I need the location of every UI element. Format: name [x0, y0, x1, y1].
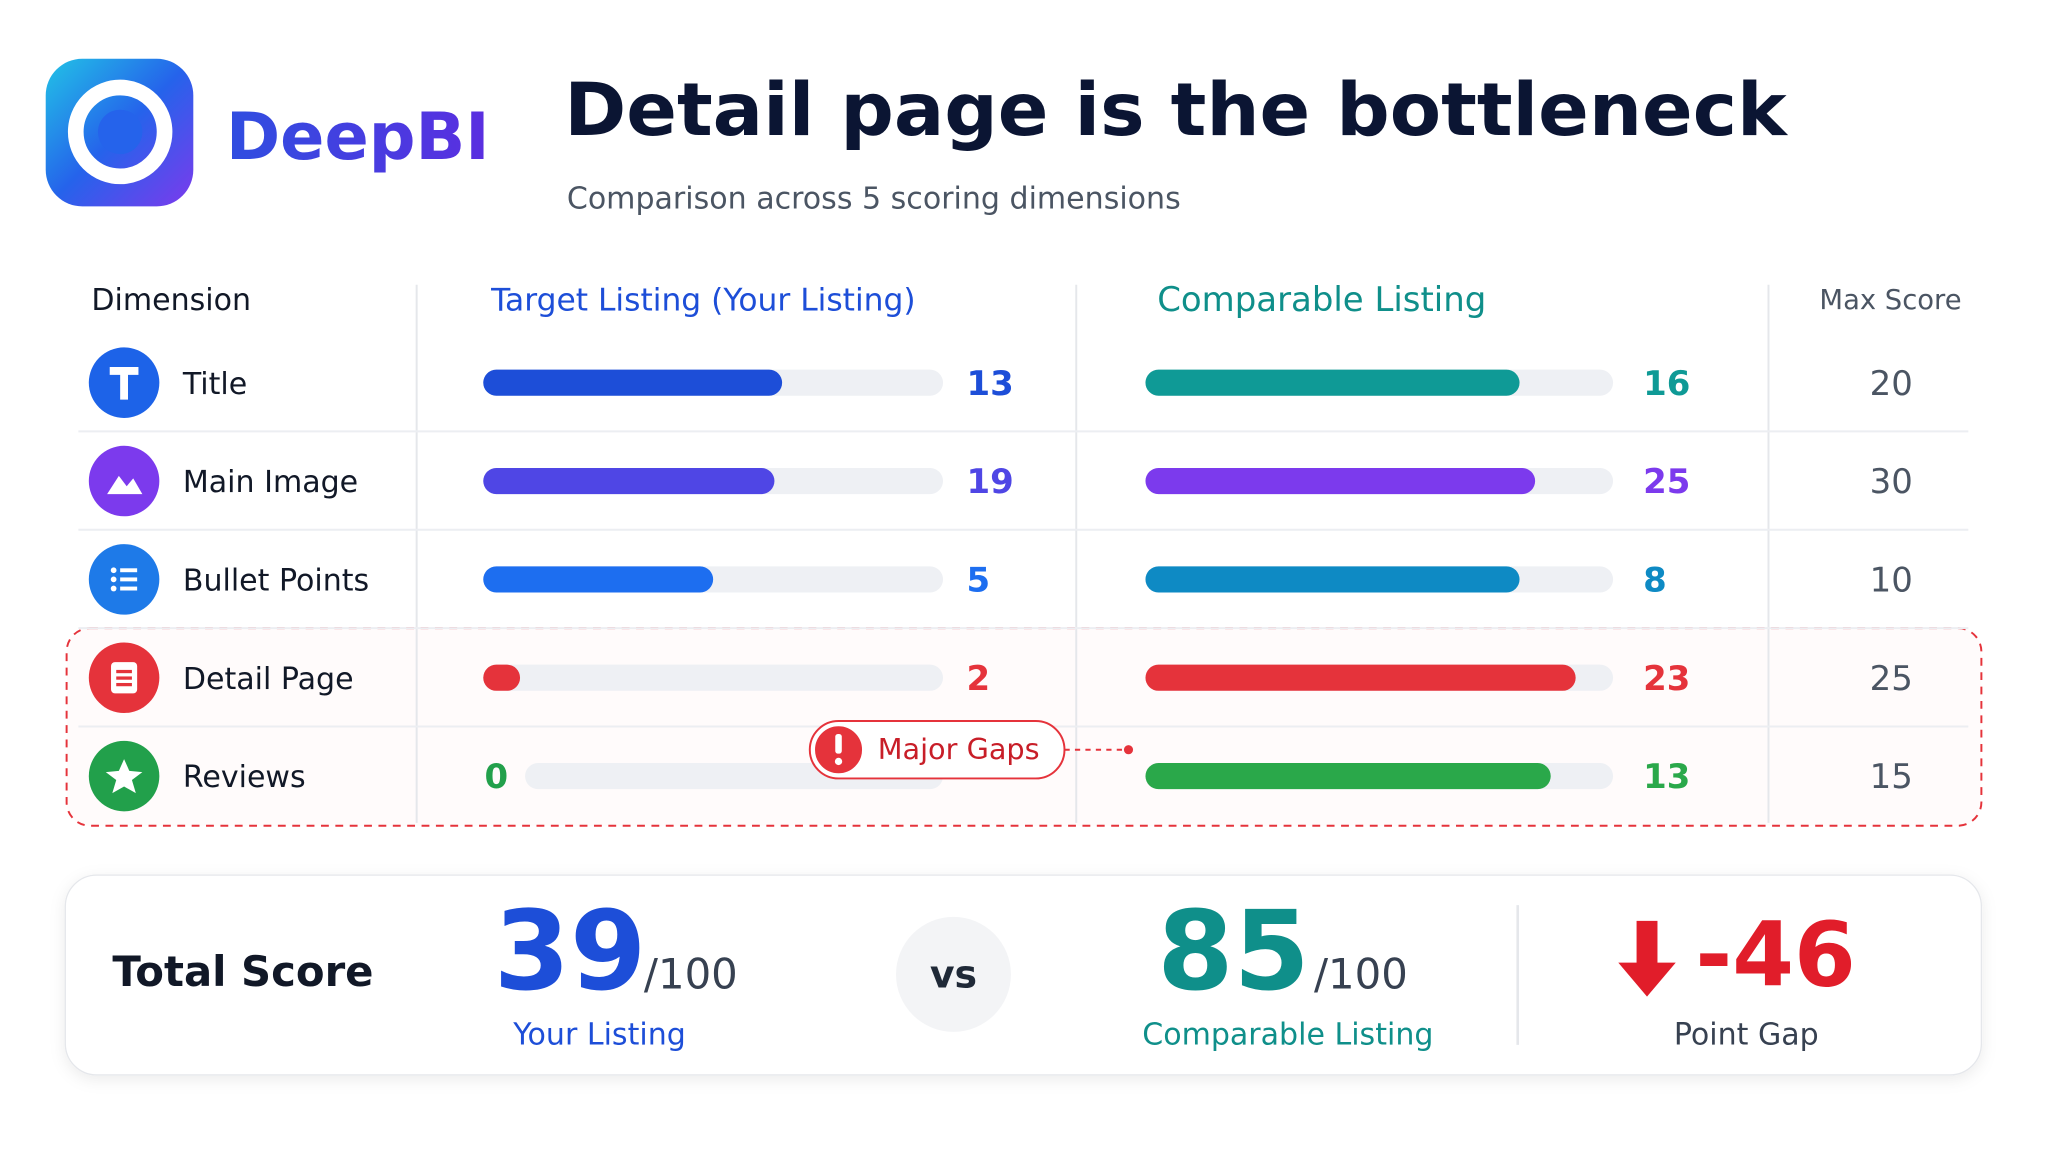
row-icon	[88, 445, 160, 517]
denominator: /100	[1314, 949, 1408, 998]
target-bar	[483, 664, 521, 691]
target-value: 13	[967, 364, 1014, 404]
icon-glyph	[116, 676, 132, 680]
total-comparable: 85	[1157, 887, 1310, 1015]
comparable-bar	[1145, 467, 1536, 495]
max-value: 15	[1870, 757, 1913, 797]
target-bar	[483, 566, 714, 593]
gap: -46	[1695, 904, 1855, 1007]
target-value: 5	[967, 561, 991, 601]
icon-glyph	[109, 367, 139, 400]
comparable-value: 23	[1643, 659, 1690, 699]
target-value: 2	[967, 659, 991, 699]
max-value: 25	[1870, 659, 1913, 699]
comparable-value: 25	[1643, 462, 1690, 502]
comparable-bar	[1145, 369, 1520, 396]
total-target-label: Your Listing	[512, 1017, 686, 1052]
comparable-bar	[1145, 763, 1551, 790]
icon-glyph	[107, 475, 143, 495]
max-value: 30	[1870, 462, 1913, 502]
column-header: Max Score	[1819, 285, 1961, 316]
callout-pill	[808, 720, 1066, 780]
comparable-bar	[1145, 566, 1520, 593]
bar-track	[483, 664, 944, 691]
table: Dimension Target Listing (Your Listing) Co…	[65, 280, 1983, 827]
title: Detail page is the bottleneck	[564, 68, 1789, 153]
max-value: 10	[1870, 561, 1913, 601]
icon-glyph	[110, 585, 117, 592]
icon-glyph	[120, 577, 138, 582]
column-header: Dimension	[91, 283, 251, 318]
comparable-bar	[1145, 664, 1576, 691]
dimension: Bullet Points	[183, 564, 369, 599]
dimension: Detail Page	[183, 662, 354, 697]
icon-glyph	[120, 568, 138, 573]
brand: DeepBI	[226, 99, 490, 175]
target-value: 0	[485, 757, 509, 797]
icon-glyph	[116, 669, 132, 674]
dimension: Main Image	[183, 465, 358, 500]
icon-glyph	[110, 576, 117, 583]
comparable-value: 16	[1643, 364, 1690, 404]
comparable-value: 13	[1643, 757, 1690, 797]
callout-icon-mark	[834, 757, 843, 766]
total-target: 39	[494, 887, 647, 1015]
gap-label: Point Gap	[1674, 1017, 1819, 1052]
callout-text: Major Gaps	[878, 732, 1040, 766]
max-value: 20	[1870, 364, 1913, 404]
dimension: Reviews	[183, 760, 306, 795]
icon-glyph	[110, 567, 117, 574]
vs: vs	[930, 952, 977, 996]
subtitle: Comparison across 5 scoring dimensions	[567, 181, 1181, 216]
callout-icon-mark	[835, 734, 842, 754]
logo	[45, 58, 194, 207]
callout-dot	[1123, 745, 1134, 755]
target-bar	[483, 369, 783, 396]
target-bar	[483, 467, 775, 495]
total-card: Total Score 39 /100 Your Listing vs 85 /…	[64, 874, 1983, 1076]
icon-glyph	[105, 759, 143, 794]
total-label: Total Score	[112, 947, 373, 996]
column-header: Comparable Listing	[1157, 280, 1486, 320]
icon-glyph	[116, 682, 132, 687]
target-value: 19	[967, 462, 1014, 502]
denominator: /100	[644, 949, 738, 998]
comparable-value: 8	[1643, 561, 1667, 601]
column-header: Target Listing (Your Listing)	[490, 283, 916, 319]
icon-glyph	[120, 586, 138, 591]
dimension: Title	[182, 367, 247, 402]
total-comparable-label: Comparable Listing	[1142, 1017, 1433, 1052]
